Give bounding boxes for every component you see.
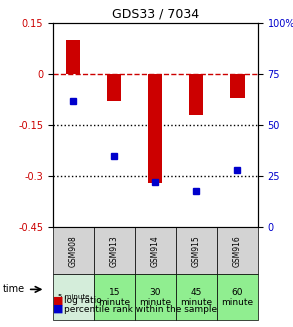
Bar <box>66 40 80 74</box>
Bar <box>189 74 204 115</box>
Text: ■: ■ <box>53 304 63 314</box>
FancyBboxPatch shape <box>94 228 135 274</box>
Text: time: time <box>3 284 25 294</box>
Text: GSM915: GSM915 <box>192 235 201 267</box>
Text: 15
minute: 15 minute <box>98 287 130 307</box>
Text: 5 minute: 5 minute <box>57 294 89 300</box>
Title: GDS33 / 7034: GDS33 / 7034 <box>112 7 199 20</box>
Bar <box>230 74 244 98</box>
FancyBboxPatch shape <box>94 274 135 320</box>
Bar <box>148 74 162 183</box>
FancyBboxPatch shape <box>53 274 94 320</box>
Text: log ratio: log ratio <box>64 296 102 305</box>
Text: GSM914: GSM914 <box>151 235 160 267</box>
Text: 45
minute: 45 minute <box>180 287 212 307</box>
FancyBboxPatch shape <box>53 228 94 274</box>
FancyBboxPatch shape <box>135 228 176 274</box>
FancyBboxPatch shape <box>176 274 217 320</box>
Bar <box>107 74 121 101</box>
Text: GSM913: GSM913 <box>110 235 119 267</box>
Text: ■: ■ <box>53 296 63 306</box>
Text: percentile rank within the sample: percentile rank within the sample <box>64 304 218 314</box>
Text: GSM916: GSM916 <box>233 235 242 267</box>
FancyBboxPatch shape <box>217 274 258 320</box>
FancyBboxPatch shape <box>217 228 258 274</box>
FancyBboxPatch shape <box>135 274 176 320</box>
Text: 30
minute: 30 minute <box>139 287 171 307</box>
FancyBboxPatch shape <box>176 228 217 274</box>
Text: 60
minute: 60 minute <box>221 287 253 307</box>
Text: GSM908: GSM908 <box>69 235 78 267</box>
